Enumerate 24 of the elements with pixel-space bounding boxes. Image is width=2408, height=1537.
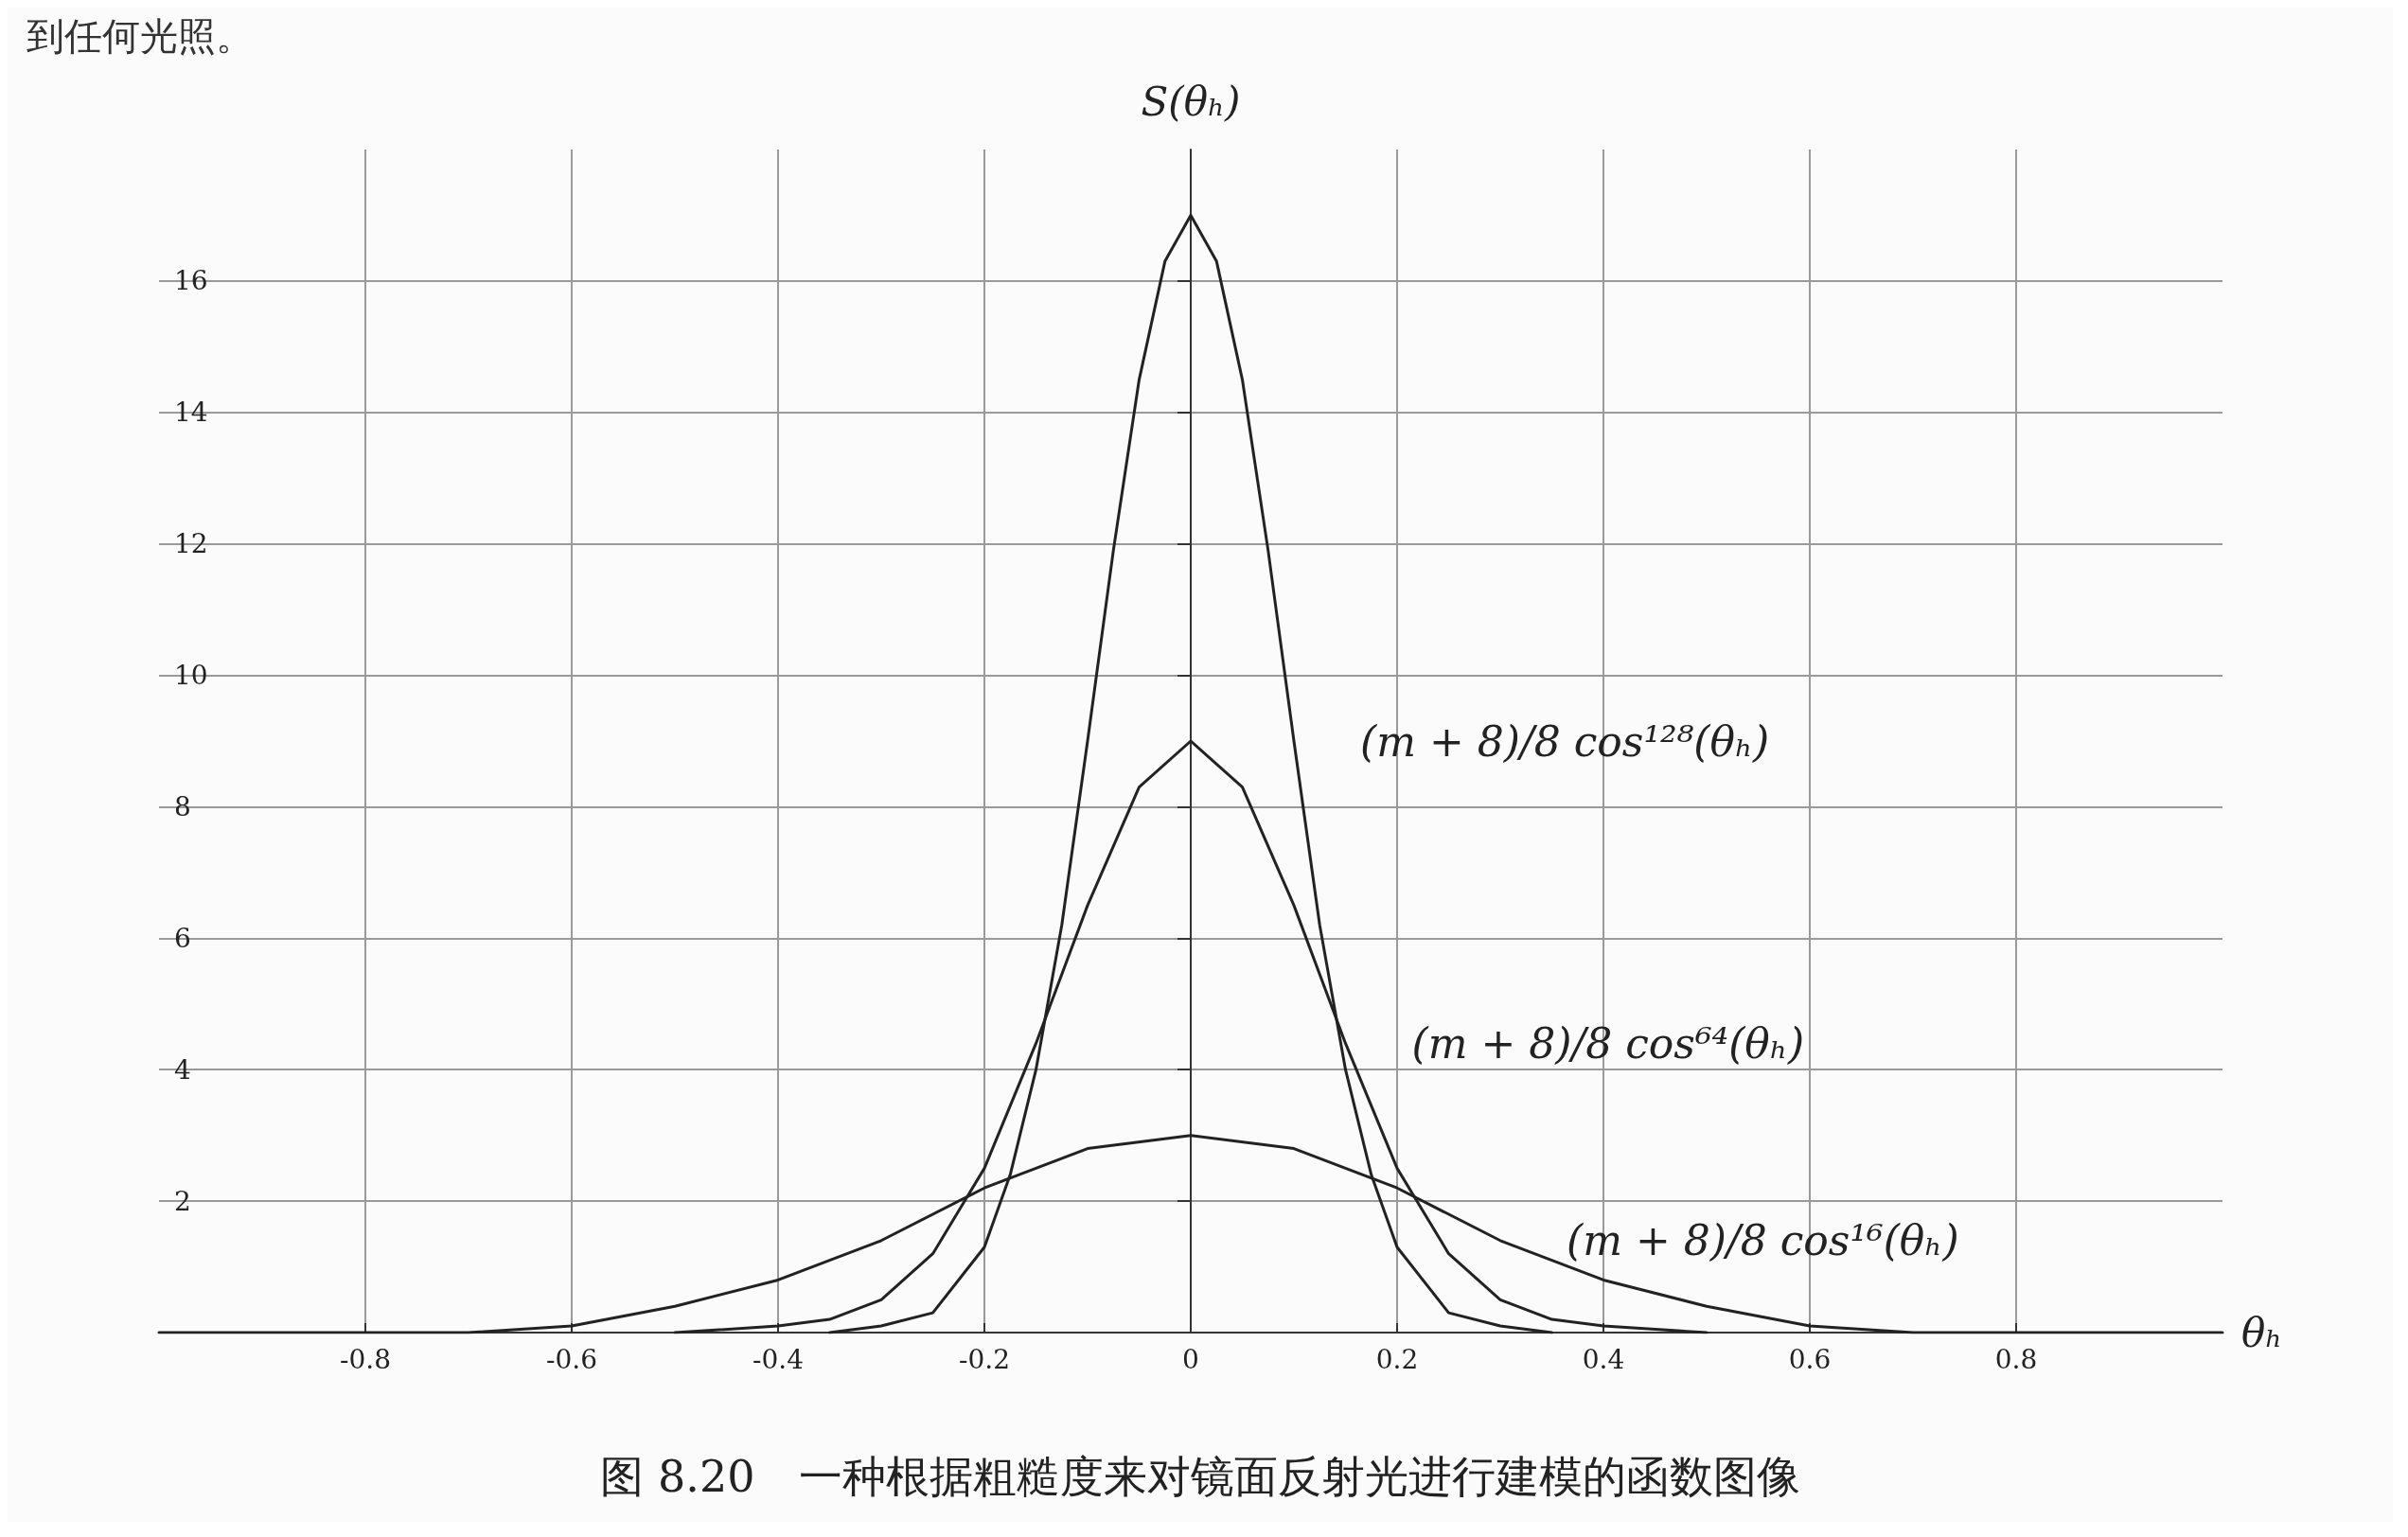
x-tick-label: 0 bbox=[1182, 1343, 1199, 1375]
x-tick-label: -0.8 bbox=[340, 1343, 391, 1375]
y-tick-label: 16 bbox=[174, 265, 208, 297]
y-tick-label: 6 bbox=[174, 922, 191, 954]
y-tick-label: 12 bbox=[174, 528, 208, 560]
text: 到任何光照。 bbox=[27, 14, 254, 58]
series-label: (m + 8)/8 cos⁶⁴(θₕ) bbox=[1411, 1018, 1805, 1068]
series-label: (m + 8)/8 cos¹²⁸(θₕ) bbox=[1360, 716, 1770, 766]
x-tick-label: -0.2 bbox=[959, 1343, 1010, 1375]
text: 图 8.20 一种根据粗糙度来对镜面反射光进行建模的函数图像 bbox=[600, 1451, 1800, 1502]
x-tick-label: 0.6 bbox=[1788, 1343, 1832, 1375]
y-tick-label: 4 bbox=[174, 1053, 191, 1086]
x-tick-label: -0.6 bbox=[546, 1343, 597, 1375]
y-tick-label: 10 bbox=[174, 660, 208, 692]
x-tick-label: 0.8 bbox=[1994, 1343, 2038, 1375]
x-tick-label: -0.4 bbox=[752, 1343, 804, 1375]
series-label: (m + 8)/8 cos¹⁶(θₕ) bbox=[1567, 1216, 1959, 1265]
x-axis-title: θₕ bbox=[2241, 1309, 2283, 1356]
y-tick-label: 8 bbox=[174, 790, 191, 822]
y-tick-label: 14 bbox=[174, 397, 208, 429]
x-tick-label: 0.4 bbox=[1582, 1343, 1625, 1375]
y-axis-title: S(θₕ) bbox=[1141, 78, 1241, 125]
y-tick-label: 2 bbox=[174, 1185, 191, 1217]
x-tick-label: 0.2 bbox=[1375, 1343, 1419, 1375]
